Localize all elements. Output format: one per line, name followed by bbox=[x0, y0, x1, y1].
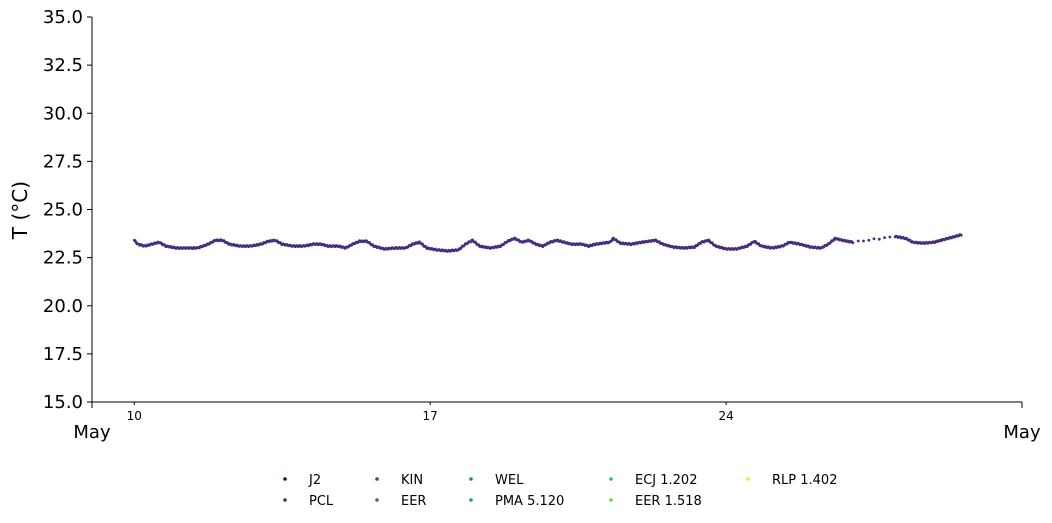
data-point bbox=[888, 235, 892, 239]
legend-item: ECJ 1.202 bbox=[609, 473, 697, 488]
legend-label: J2 bbox=[308, 473, 321, 488]
data-point bbox=[851, 241, 855, 245]
legend-label: KIN bbox=[401, 473, 423, 488]
x-major-tick-label: May bbox=[73, 422, 111, 443]
legend-item: WEL bbox=[469, 473, 524, 488]
data-point bbox=[856, 239, 860, 243]
y-tick-label: 35.0 bbox=[43, 7, 83, 28]
legend-label: PMA 5.120 bbox=[495, 494, 564, 509]
legend-label: EER bbox=[401, 494, 426, 509]
legend-item: RLP 1.402 bbox=[746, 473, 837, 488]
y-tick-label: 27.5 bbox=[43, 151, 83, 172]
axes bbox=[87, 16, 1023, 408]
x-minor-tick-label: 24 bbox=[718, 409, 733, 423]
x-minor-tick-label: 10 bbox=[127, 409, 142, 423]
legend-label: RLP 1.402 bbox=[772, 473, 837, 488]
y-axis-label: T (°C) bbox=[8, 181, 32, 240]
legend-marker bbox=[283, 498, 287, 502]
x-major-tick-label: May bbox=[1003, 422, 1041, 443]
legend-marker bbox=[746, 477, 750, 481]
legend-item: EER 1.518 bbox=[609, 494, 702, 509]
legend-marker bbox=[469, 477, 473, 481]
legend-item: EER bbox=[375, 494, 426, 509]
y-tick-label: 22.5 bbox=[43, 248, 83, 269]
legend-item: J2 bbox=[283, 473, 321, 488]
legend-label: ECJ 1.202 bbox=[635, 473, 697, 488]
legend-item: PCL bbox=[283, 494, 334, 509]
data-point bbox=[959, 233, 963, 237]
legend-item: KIN bbox=[375, 473, 423, 488]
legend-marker bbox=[469, 498, 473, 502]
x-minor-tick-label: 17 bbox=[423, 409, 438, 423]
y-tick-label: 32.5 bbox=[43, 55, 83, 76]
y-tick-label: 20.0 bbox=[43, 296, 83, 317]
data-point bbox=[877, 237, 881, 241]
y-tick-label: 25.0 bbox=[43, 200, 83, 221]
legend-label: EER 1.518 bbox=[635, 494, 702, 509]
y-tick-label: 17.5 bbox=[43, 344, 83, 365]
legend-marker bbox=[375, 477, 379, 481]
tick-labels: 15.0 17.5 20.0 22.5 25.0 27.5 30.0 32.5 35.0 10 17… bbox=[43, 7, 1041, 443]
y-tick-label: 30.0 bbox=[43, 103, 83, 124]
data-point bbox=[872, 237, 876, 241]
y-tick-label: 15.0 bbox=[43, 392, 83, 413]
legend: J2 PCL KIN EER WEL PMA 5.120 ECJ 1.202 EER 1.51… bbox=[283, 473, 837, 509]
legend-label: WEL bbox=[495, 473, 524, 488]
legend-marker bbox=[283, 477, 287, 481]
data-point bbox=[883, 236, 886, 240]
legend-marker bbox=[609, 477, 613, 481]
scatter-points bbox=[132, 233, 963, 253]
data-point bbox=[867, 238, 871, 242]
data-point bbox=[862, 239, 865, 243]
legend-marker bbox=[375, 498, 379, 502]
legend-label: PCL bbox=[309, 494, 334, 509]
legend-item: PMA 5.120 bbox=[469, 494, 564, 509]
legend-marker bbox=[609, 498, 613, 502]
